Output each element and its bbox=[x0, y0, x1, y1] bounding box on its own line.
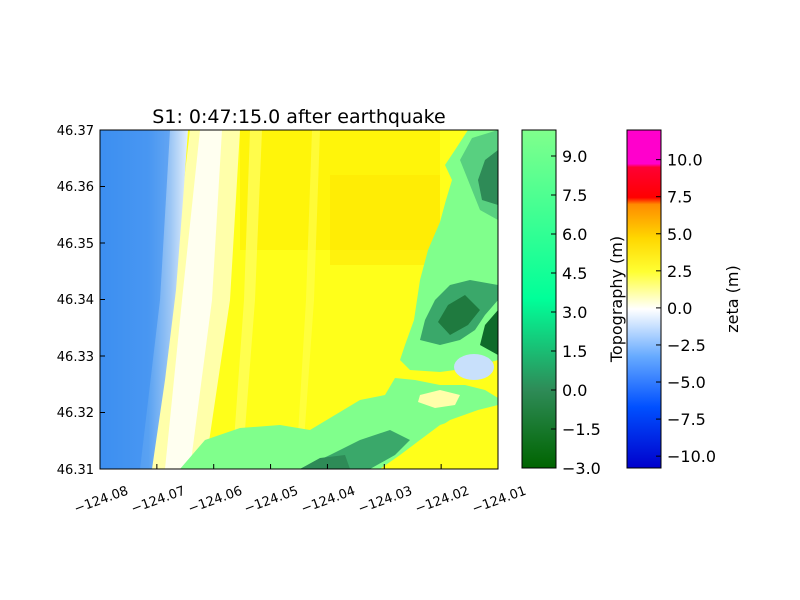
x-tick-label: −124.04 bbox=[299, 484, 357, 517]
y-tick-label: 46.35 bbox=[57, 237, 94, 252]
map-field bbox=[100, 130, 498, 469]
colorbar-tick-label: 10.0 bbox=[667, 151, 703, 170]
colorbar-tick-label: −7.5 bbox=[667, 410, 706, 429]
colorbar-tick-label: 4.5 bbox=[562, 264, 587, 283]
colorbar-tick-label: 1.5 bbox=[562, 342, 587, 361]
colorbar-tick-label: 3.0 bbox=[562, 303, 587, 322]
topography-colorbar: 9.0 7.5 6.0 4.5 3.0 1.5 0.0 −1.5 −3.0 Topography… bbox=[521, 129, 626, 478]
colorbar-tick-label: 2.5 bbox=[667, 262, 692, 281]
colorbar-tick-label: −10.0 bbox=[667, 447, 716, 466]
y-axis: 46.37 46.36 46.35 46.34 46.33 46.32 46.3… bbox=[57, 124, 105, 478]
x-tick-label: −124.02 bbox=[413, 484, 471, 517]
topography-colorbar-label: Topography (m) bbox=[607, 236, 626, 363]
x-tick-label: −124.06 bbox=[186, 484, 244, 517]
zeta-colorbar-gradient bbox=[626, 129, 662, 469]
x-tick-label: −124.07 bbox=[129, 484, 187, 517]
bay bbox=[454, 354, 494, 380]
colorbar-tick-label: −3.0 bbox=[562, 459, 601, 478]
colorbar-tick-label: 5.0 bbox=[667, 225, 692, 244]
zeta-colorbar-ticks: 10.0 7.5 5.0 2.5 0.0 −2.5 −5.0 −7.5 −10.0 bbox=[656, 151, 716, 466]
x-tick-label: −124.03 bbox=[356, 484, 414, 517]
chart-title: S1: 0:47:15.0 after earthquake bbox=[152, 106, 445, 128]
zeta-colorbar: 10.0 7.5 5.0 2.5 0.0 −2.5 −5.0 −7.5 −10.0 zeta (… bbox=[626, 129, 742, 469]
topography-colorbar-gradient bbox=[521, 129, 557, 469]
colorbar-tick-label: 6.0 bbox=[562, 225, 587, 244]
colorbar-tick-label: 7.5 bbox=[667, 188, 692, 207]
colorbar-tick-label: 0.0 bbox=[667, 299, 692, 318]
y-tick-label: 46.36 bbox=[57, 180, 94, 195]
y-tick-label: 46.33 bbox=[57, 350, 94, 365]
x-tick-label: −124.05 bbox=[242, 484, 300, 517]
y-tick-label: 46.34 bbox=[57, 293, 94, 308]
colorbar-tick-label: 9.0 bbox=[562, 147, 587, 166]
topography-colorbar-ticks: 9.0 7.5 6.0 4.5 3.0 1.5 0.0 −1.5 −3.0 bbox=[551, 147, 601, 478]
colorbar-tick-label: 7.5 bbox=[562, 186, 587, 205]
x-tick-label: −124.01 bbox=[470, 484, 528, 517]
zeta-colorbar-label: zeta (m) bbox=[723, 265, 742, 332]
x-axis: −124.08 −124.07 −124.06 −124.05 −124.04 … bbox=[72, 464, 528, 517]
y-tick-label: 46.37 bbox=[57, 124, 94, 139]
colorbar-tick-label: −2.5 bbox=[667, 336, 706, 355]
y-tick-label: 46.32 bbox=[57, 406, 94, 421]
colorbar-tick-label: −1.5 bbox=[562, 420, 601, 439]
colorbar-tick-label: −5.0 bbox=[667, 373, 706, 392]
y-tick-label: 46.31 bbox=[57, 463, 94, 478]
x-tick-label: −124.08 bbox=[72, 484, 130, 517]
colorbar-tick-label: 0.0 bbox=[562, 381, 587, 400]
